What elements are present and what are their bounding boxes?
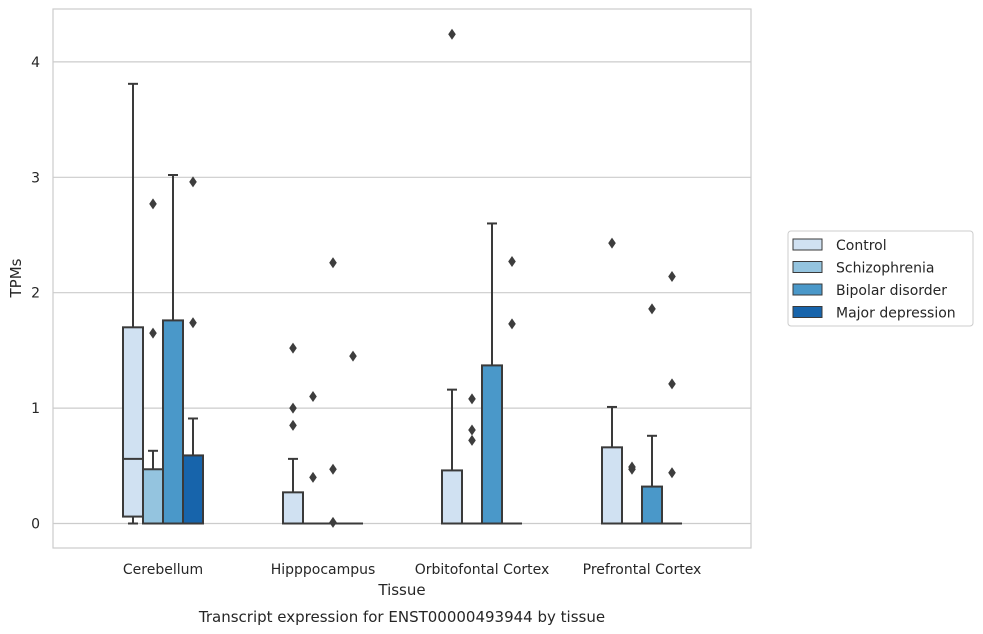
outlier-point bbox=[329, 516, 337, 528]
x-tick-label: Orbitofontal Cortex bbox=[415, 562, 550, 578]
outlier-point bbox=[189, 176, 197, 188]
box bbox=[282, 491, 304, 525]
legend-swatch bbox=[792, 306, 823, 318]
outlier-point bbox=[149, 198, 157, 210]
y-tick-label: 2 bbox=[31, 286, 40, 302]
box-groups bbox=[122, 28, 682, 528]
outlier-point bbox=[468, 434, 476, 446]
outlier-point bbox=[668, 378, 676, 390]
gridlines bbox=[53, 61, 751, 525]
box-group bbox=[601, 237, 623, 525]
outlier-point bbox=[289, 402, 297, 414]
box-group bbox=[162, 173, 184, 525]
outlier-point bbox=[309, 471, 317, 483]
box-group bbox=[282, 342, 304, 525]
box-group bbox=[303, 391, 323, 525]
box bbox=[481, 364, 503, 525]
box bbox=[162, 319, 184, 525]
y-axis-title: TPMs bbox=[7, 258, 25, 298]
box-group bbox=[142, 198, 164, 525]
box-group bbox=[323, 257, 343, 528]
x-tick-label: Hipppocampus bbox=[271, 562, 376, 578]
y-tick-label: 1 bbox=[31, 401, 40, 417]
outlier-point bbox=[628, 461, 636, 473]
legend-label: Bipolar disorder bbox=[836, 283, 947, 299]
box bbox=[182, 454, 204, 525]
legend-label: Schizophrenia bbox=[836, 261, 934, 277]
y-tick-label: 0 bbox=[31, 517, 40, 533]
box-group bbox=[182, 176, 204, 525]
legend-label: Major depression bbox=[836, 306, 956, 322]
outlier-point bbox=[508, 256, 516, 268]
outlier-point bbox=[309, 391, 317, 403]
outlier-point bbox=[468, 424, 476, 436]
box bbox=[641, 485, 663, 525]
legend-label: Control bbox=[836, 238, 887, 254]
x-tick-labels: Cerebellum Hipppocampus Orbitofontal Corte… bbox=[123, 562, 701, 578]
box-group bbox=[641, 303, 663, 525]
box-group bbox=[122, 82, 144, 525]
legend-swatch bbox=[792, 261, 823, 273]
legend-swatch bbox=[792, 283, 823, 296]
y-tick-label: 4 bbox=[31, 55, 40, 71]
legend-frame bbox=[787, 230, 974, 327]
outlier-point bbox=[668, 467, 676, 479]
outlier-point bbox=[149, 327, 157, 339]
y-tick-labels: 0 1 2 3 4 bbox=[31, 55, 40, 533]
box-group bbox=[622, 461, 642, 525]
box-group bbox=[481, 222, 503, 525]
box-group bbox=[662, 271, 682, 525]
box bbox=[441, 469, 463, 525]
y-tick-label: 3 bbox=[31, 170, 40, 186]
box bbox=[142, 468, 164, 525]
outlier-point bbox=[448, 28, 456, 40]
box bbox=[122, 326, 144, 518]
outlier-point bbox=[468, 393, 476, 405]
outlier-point bbox=[289, 342, 297, 354]
outlier-point bbox=[349, 350, 357, 362]
outlier-point bbox=[329, 463, 337, 475]
box bbox=[601, 446, 623, 525]
box-group bbox=[343, 350, 363, 525]
outlier-point bbox=[329, 257, 337, 269]
outlier-point bbox=[608, 237, 616, 249]
chart-caption: Transcript expression for ENST0000049394… bbox=[198, 608, 605, 626]
legend: Control Schizophrenia Bipolar disorder Majo… bbox=[787, 230, 974, 327]
x-tick-label: Cerebellum bbox=[123, 562, 203, 578]
box-group bbox=[462, 393, 482, 525]
outlier-point bbox=[648, 303, 656, 315]
legend-swatch bbox=[792, 238, 823, 251]
box-group bbox=[502, 256, 522, 525]
plot-frame bbox=[52, 8, 752, 549]
x-axis-title: Tissue bbox=[377, 581, 425, 599]
box-group bbox=[441, 28, 463, 525]
outlier-point bbox=[508, 318, 516, 330]
outlier-point bbox=[668, 271, 676, 283]
x-tick-label: Prefrontal Cortex bbox=[583, 562, 702, 578]
outlier-point bbox=[189, 317, 197, 329]
outlier-point bbox=[289, 419, 297, 431]
